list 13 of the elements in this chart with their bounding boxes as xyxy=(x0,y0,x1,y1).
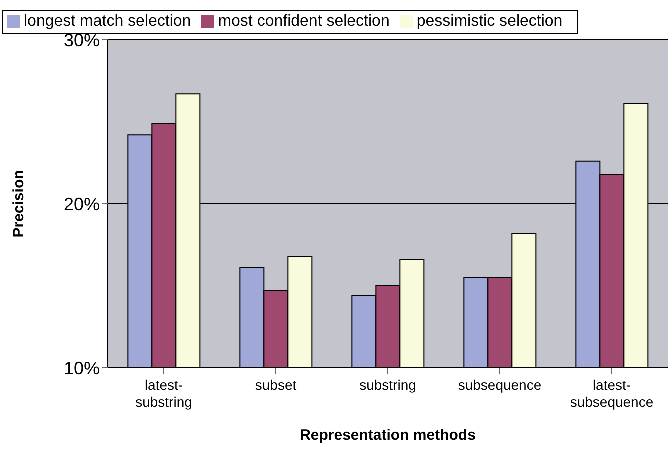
y-axis-title: Precision xyxy=(10,170,28,238)
x-axis-title: Representation methods xyxy=(300,427,476,444)
x-tick-label: subset xyxy=(255,377,297,393)
legend-label: most confident selection xyxy=(218,13,390,30)
x-tick-label: subsequence xyxy=(458,377,542,393)
x-tick-label: substring xyxy=(360,377,416,393)
x-tick-label: latest-substring xyxy=(136,377,192,410)
y-tick-label: 20% xyxy=(64,194,100,214)
legend-label: longest match selection xyxy=(24,13,192,30)
legend-label: pessimistic selection xyxy=(416,13,563,30)
y-tick-label: 10% xyxy=(64,358,100,378)
x-tick-label: latest-subsequence xyxy=(570,377,654,410)
y-tick-label: 30% xyxy=(64,30,100,50)
